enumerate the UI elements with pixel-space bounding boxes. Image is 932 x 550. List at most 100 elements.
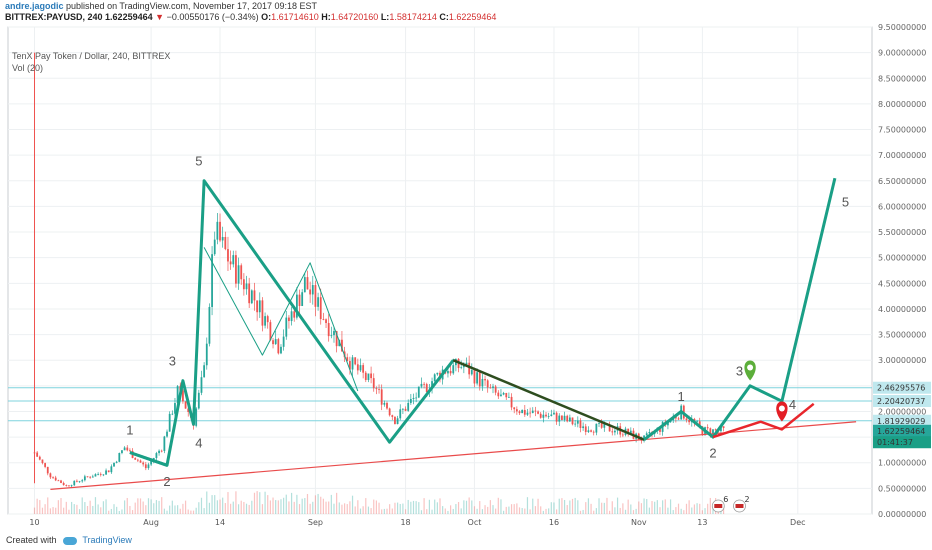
candle-body	[714, 429, 717, 431]
volume-bar	[76, 504, 78, 514]
tradingview-brand[interactable]: TradingView	[82, 535, 132, 545]
volume-bar	[412, 500, 415, 514]
candle-body	[545, 414, 547, 417]
volume-bar	[611, 501, 613, 514]
chart-legend: TenX Pay Token / Dollar, 240, BITTREX Vo…	[12, 50, 170, 74]
candle-body	[288, 317, 290, 322]
volume-bar	[585, 502, 587, 514]
candle-body	[237, 265, 240, 284]
candle-body	[383, 402, 386, 405]
created-with-text: Created with	[6, 535, 57, 545]
candle-body	[182, 390, 184, 402]
candle-body	[277, 339, 280, 354]
y-tick-label: 1.00000000	[878, 459, 926, 468]
candle-body	[115, 461, 118, 463]
candle-body	[547, 416, 550, 417]
candle-body	[105, 470, 107, 475]
candle-body	[550, 414, 553, 417]
candle-body	[659, 427, 661, 432]
candle-body	[386, 402, 388, 409]
volume-bar	[553, 502, 555, 514]
volume-bar	[97, 504, 99, 514]
volume-bar	[158, 500, 160, 514]
candle-body	[203, 365, 206, 378]
volume-bar	[529, 509, 531, 514]
y-tick-label: 3.50000000	[878, 331, 926, 340]
volume-bar	[179, 508, 181, 514]
candle-body	[364, 372, 367, 380]
volume-bar	[500, 499, 502, 514]
legend-title: TenX Pay Token / Dollar, 240, BITTREX	[12, 51, 171, 61]
wave-label: 2	[163, 474, 170, 489]
candle-body	[54, 477, 57, 481]
candle-body	[107, 470, 110, 473]
candle-body	[269, 322, 272, 341]
volume-bar	[542, 510, 544, 514]
x-tick-label: Sep	[308, 518, 323, 527]
projected-wave-path	[643, 177, 837, 441]
candle-body	[158, 450, 160, 454]
volume-bar	[373, 499, 375, 514]
wave-label: 3	[169, 353, 176, 368]
volume-bar	[439, 498, 441, 514]
price-chart[interactable]: 9.50000000 9.00000000 8.50000000 8.00000000…	[0, 22, 932, 532]
candle-body	[258, 300, 261, 313]
candle-body	[584, 426, 587, 433]
volume-bar	[33, 507, 36, 514]
x-tick-label: Aug	[143, 518, 159, 527]
volume-bar	[603, 502, 605, 514]
pin-center-icon	[778, 405, 785, 412]
chart-area[interactable]: 9.50000000 9.00000000 8.50000000 8.00000000…	[0, 22, 932, 532]
candle-body	[282, 336, 285, 347]
candle-body	[250, 290, 253, 304]
volume-bar	[341, 504, 343, 514]
elliott-wave-path	[129, 179, 455, 467]
y-tick-label: 7.50000000	[878, 126, 926, 135]
candle-body	[645, 433, 648, 436]
candle-body	[356, 364, 359, 371]
candle-body	[621, 434, 624, 436]
volume-bar	[137, 498, 139, 514]
candle-body	[447, 370, 449, 374]
candle-body	[195, 408, 198, 426]
candle-body	[126, 447, 129, 451]
volume-bar	[338, 502, 340, 514]
candle-body	[706, 427, 709, 429]
volume-bar	[55, 507, 57, 514]
volume-bar	[561, 498, 563, 514]
candle-body	[380, 389, 383, 405]
volume-bar	[161, 497, 163, 514]
low-label: L:	[380, 12, 390, 22]
close-label: C:	[439, 12, 449, 22]
volume-bar	[518, 507, 521, 514]
x-tick-label: 16	[549, 518, 559, 527]
volume-bar	[540, 506, 542, 514]
candle-body	[449, 370, 452, 374]
volume-bar	[288, 501, 290, 514]
candle-body	[330, 335, 333, 337]
candle-body	[76, 480, 78, 482]
x-tick-label: Nov	[631, 518, 647, 527]
candle-body	[229, 261, 232, 265]
volume-bar	[606, 497, 608, 514]
candle-body	[94, 474, 97, 477]
y-tick-label: 2.00000000	[878, 407, 926, 416]
volume-bar	[495, 508, 497, 514]
candle-body	[256, 300, 259, 313]
volume-bar	[243, 501, 245, 514]
candle-body	[311, 285, 314, 295]
volume-bar	[214, 495, 216, 514]
candle-body	[415, 397, 418, 399]
volume-bar	[680, 508, 682, 514]
author-link[interactable]: andre.jagodic	[5, 1, 64, 11]
x-tick-label: Oct	[468, 518, 482, 527]
candle-body	[598, 422, 600, 424]
volume-bar	[672, 510, 674, 514]
candle-body	[460, 367, 463, 369]
volume-bar	[571, 498, 574, 514]
descending-wave-path	[452, 359, 645, 441]
volume-bar	[484, 505, 486, 514]
volume-bar	[192, 510, 195, 514]
volume-bar	[57, 500, 59, 514]
candle-body	[272, 340, 274, 345]
